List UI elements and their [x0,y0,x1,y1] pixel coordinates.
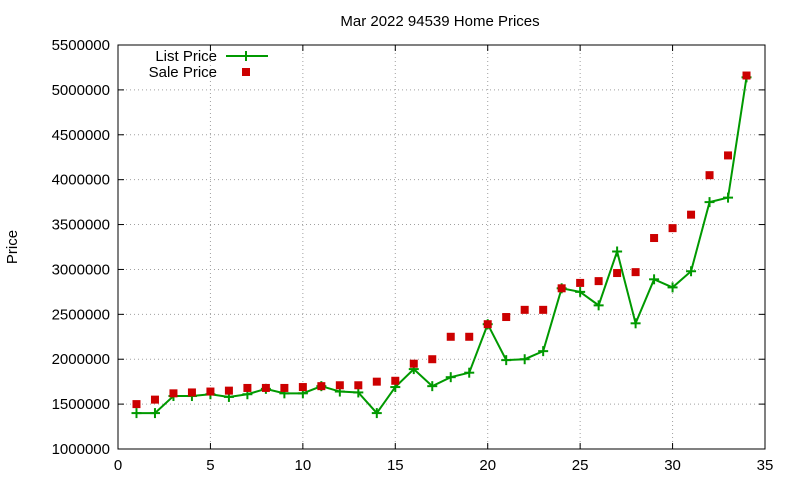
data-point [686,266,697,277]
data-point [391,376,400,385]
data-point [131,408,142,419]
data-point [575,286,586,297]
data-point [149,408,160,419]
y-tick-label: 1500000 [52,396,110,413]
data-point [613,269,622,278]
data-point [169,389,178,398]
data-point [576,278,585,287]
data-point [668,224,677,233]
x-tick-label: 25 [572,457,589,474]
data-point [631,268,640,277]
data-point [704,197,715,208]
data-point [594,277,603,286]
data-point [538,346,549,357]
data-point [723,192,734,203]
y-tick-label: 3000000 [52,261,110,278]
data-series [131,71,752,419]
legend-swatch-marker [242,68,250,76]
data-point [224,386,233,395]
x-tick-label: 30 [664,457,681,474]
legend-swatch-marker [241,51,251,61]
series-sale-price [132,71,751,409]
data-point [371,408,382,419]
plot-frame [117,44,766,450]
data-point [445,372,456,383]
x-tick-label: 35 [757,457,774,474]
y-tick-label: 2000000 [52,351,110,368]
data-point [724,151,733,160]
data-point [261,383,270,392]
data-point [206,387,215,396]
data-point [428,355,437,364]
x-tick-label: 20 [479,457,496,474]
axis-ticks: 0 5 10 15 20 25 30 35 1000000 1500000 2000000 25000… [52,37,774,474]
data-point [187,388,196,397]
data-point [501,355,512,366]
data-point [630,318,641,329]
data-point [427,381,438,392]
y-tick-label: 5500000 [52,37,110,54]
y-tick-label: 2500000 [52,306,110,323]
y-tick-label: 4500000 [52,127,110,144]
data-point [502,313,511,322]
data-point [650,234,659,243]
data-point [354,381,363,390]
data-point [446,332,455,341]
series-line [136,77,748,415]
grid-lines [118,45,765,449]
x-tick-label: 0 [114,457,122,474]
y-axis-label: Price [4,230,21,264]
data-point [742,71,751,80]
y-tick-label: 4000000 [52,172,110,189]
legend-label: List Price [155,48,217,65]
data-point [593,300,604,311]
data-point [649,274,660,285]
y-tick-label: 3500000 [52,217,110,234]
series-list-price [131,72,752,419]
data-point [243,383,252,392]
x-tick-label: 5 [206,457,214,474]
legend-label: Sale Price [149,64,217,81]
data-point [519,354,530,365]
data-point [298,383,307,392]
chart-title: Mar 2022 94539 Home Prices [340,13,539,30]
data-point [705,171,714,180]
data-point [612,246,623,257]
y-tick-label: 5000000 [52,82,110,99]
data-point [667,282,678,293]
data-point [280,383,289,392]
y-tick-label: 1000000 [52,441,110,458]
data-point [335,381,344,390]
data-point [409,359,418,368]
x-tick-label: 15 [387,457,404,474]
data-point [150,395,159,404]
data-point [372,377,381,386]
data-point [520,305,529,314]
data-point [465,332,474,341]
data-point [464,367,475,378]
data-point [483,320,492,329]
data-point [557,284,566,293]
x-tick-label: 10 [295,457,312,474]
data-point [317,382,326,391]
data-point [539,305,548,314]
data-point [132,400,141,409]
data-point [687,210,696,219]
